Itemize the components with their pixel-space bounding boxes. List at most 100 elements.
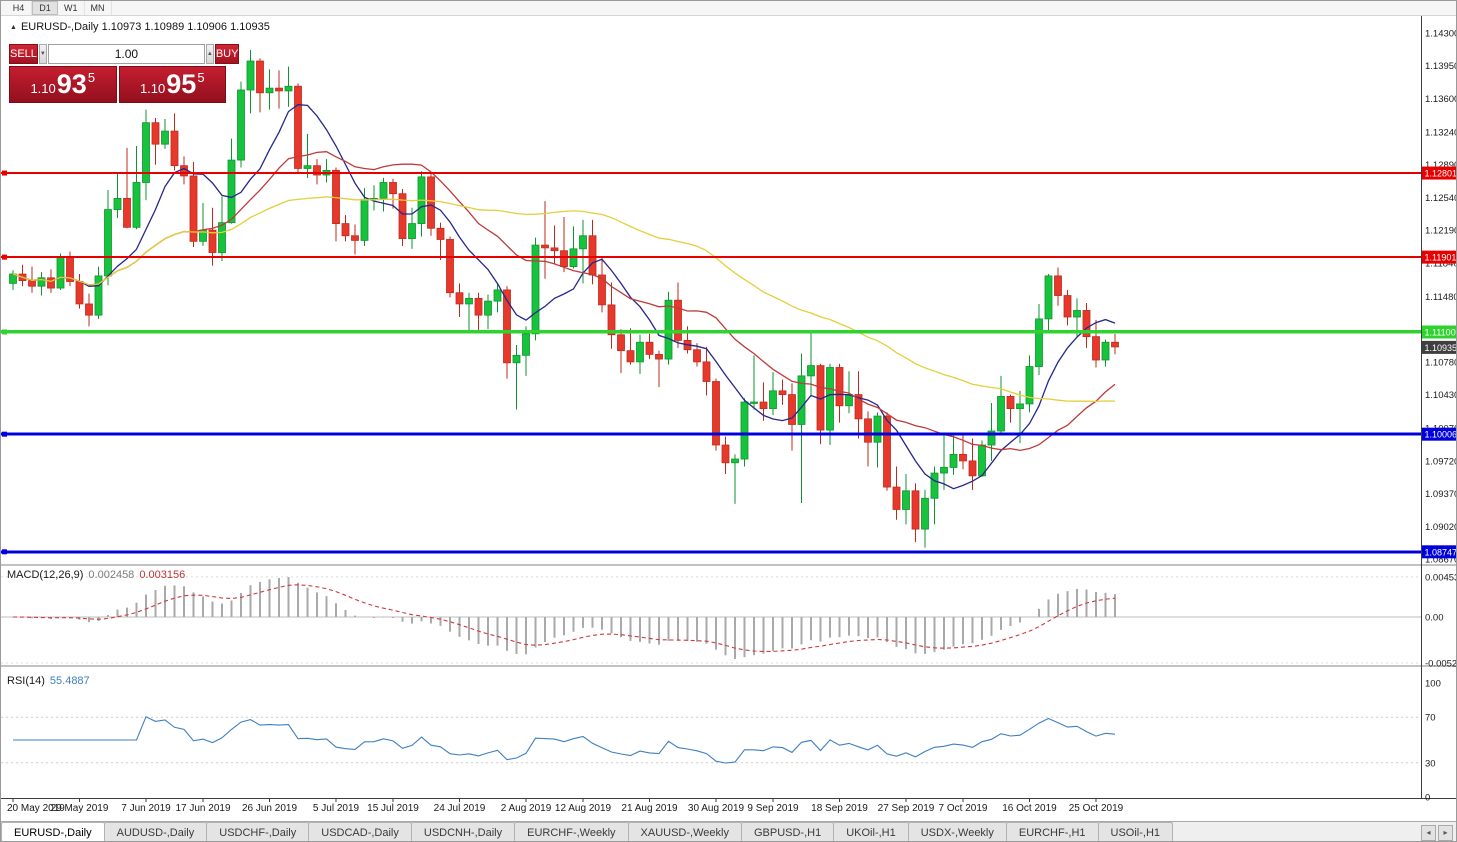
volume-decrease-button[interactable]: ▼ <box>38 44 47 64</box>
svg-text:7 Oct 2019: 7 Oct 2019 <box>939 803 988 814</box>
chart-tab-eurusd-daily[interactable]: EURUSD-,Daily <box>1 822 105 841</box>
chart-tab-usdchf-daily[interactable]: USDCHF-,Daily <box>206 822 310 841</box>
svg-text:16 Oct 2019: 16 Oct 2019 <box>1002 803 1057 814</box>
svg-text:18 Sep 2019: 18 Sep 2019 <box>811 803 868 814</box>
svg-text:29 May 2019: 29 May 2019 <box>51 803 109 814</box>
macd-pane: 0.00453 0.00 -0.00520 <box>1 572 1457 669</box>
svg-text:1.10935: 1.10935 <box>1425 343 1457 353</box>
buy-price-big: 95 <box>166 69 197 99</box>
svg-text:1.12890: 1.12890 <box>1425 160 1457 171</box>
chart-tab-usdcnh-daily[interactable]: USDCNH-,Daily <box>410 822 516 841</box>
horizontal-level-lines[interactable] <box>1 170 1421 555</box>
svg-text:1.12190: 1.12190 <box>1425 226 1457 237</box>
svg-text:1.13240: 1.13240 <box>1425 128 1457 139</box>
svg-text:26 Jun 2019: 26 Jun 2019 <box>242 803 297 814</box>
svg-text:12 Aug 2019: 12 Aug 2019 <box>555 803 612 814</box>
chart-title-text: EURUSD-,Daily 1.10973 1.10989 1.10906 1.… <box>20 21 270 33</box>
volume-increase-button[interactable]: ▲ <box>205 44 214 64</box>
trade-controls-row: SELL ▼ ▲ BUY <box>9 44 240 64</box>
sell-price-sup: 5 <box>87 70 96 85</box>
timeframe-button-d1[interactable]: D1 <box>32 1 58 15</box>
svg-text:1.10780: 1.10780 <box>1425 357 1457 368</box>
chart-tab-bar: EURUSD-,Daily AUDUSD-,Daily USDCHF-,Daily U… <box>1 821 1456 841</box>
svg-text:1.11901: 1.11901 <box>1425 253 1457 263</box>
svg-text:5 Jul 2019: 5 Jul 2019 <box>313 803 360 814</box>
svg-text:2 Aug 2019: 2 Aug 2019 <box>501 803 552 814</box>
tab-scroll-controls: ◂ ▸ <box>1421 822 1456 841</box>
rsi-pane: 100 70 30 0 <box>1 679 1441 804</box>
svg-text:1.11100: 1.11100 <box>1425 327 1456 337</box>
buy-button[interactable]: BUY <box>214 44 240 64</box>
svg-text:9 Sep 2019: 9 Sep 2019 <box>747 803 799 814</box>
buy-price-sup: 5 <box>197 70 205 85</box>
trade-price-row: 1.10 93 5 1.10 95 5 <box>9 66 226 103</box>
svg-text:1.14300: 1.14300 <box>1425 29 1457 40</box>
sell-price-prefix: 1.10 <box>30 81 56 96</box>
svg-text:27 Sep 2019: 27 Sep 2019 <box>878 803 935 814</box>
price-axis: 1.14300 1.13950 1.13600 1.13240 1.12890 1.125… <box>1422 29 1457 565</box>
svg-text:25 Oct 2019: 25 Oct 2019 <box>1069 803 1124 814</box>
chevron-up-icon: ▲ <box>206 51 213 57</box>
svg-text:15 Jul 2019: 15 Jul 2019 <box>367 803 419 814</box>
svg-text:1.12801: 1.12801 <box>1425 169 1457 179</box>
svg-text:17 Jun 2019: 17 Jun 2019 <box>175 803 230 814</box>
macd-indicator-label: MACD(12,26,9) 0.002458 0.003156 <box>7 569 185 581</box>
chart-tab-eurchf-h1[interactable]: EURCHF-,H1 <box>1005 822 1099 841</box>
macd-signal-value: 0.003156 <box>139 569 186 581</box>
macd-main-value: 0.002458 <box>88 569 135 581</box>
svg-text:1.10006: 1.10006 <box>1425 430 1457 440</box>
volume-input[interactable] <box>47 44 205 64</box>
sell-price-display[interactable]: 1.10 93 5 <box>9 66 117 103</box>
svg-text:1.08670: 1.08670 <box>1425 554 1457 565</box>
svg-text:1.13950: 1.13950 <box>1425 61 1457 72</box>
svg-text:1.09720: 1.09720 <box>1425 456 1457 467</box>
macd-title: MACD(12,26,9) <box>7 569 84 581</box>
chart-tab-xauusd-weekly[interactable]: XAUUSD-,Weekly <box>627 822 742 841</box>
rsi-title: RSI(14) <box>7 675 45 687</box>
sell-button[interactable]: SELL <box>9 44 38 64</box>
svg-text:1.10430: 1.10430 <box>1425 390 1457 401</box>
timeframe-button-w1[interactable]: W1 <box>58 1 85 15</box>
svg-text:21 Aug 2019: 21 Aug 2019 <box>621 803 678 814</box>
svg-text:20 May 2019: 20 May 2019 <box>7 803 65 814</box>
timeframe-button-h4[interactable]: H4 <box>6 1 32 15</box>
sell-price-big: 93 <box>56 69 87 99</box>
rsi-indicator-label: RSI(14) 55.4887 <box>7 675 90 687</box>
svg-text:24 Jul 2019: 24 Jul 2019 <box>434 803 486 814</box>
chart-tab-usdcad-daily[interactable]: USDCAD-,Daily <box>308 822 412 841</box>
svg-text:7 Jun 2019: 7 Jun 2019 <box>121 803 171 814</box>
timeframe-button-mn[interactable]: MN <box>85 1 112 15</box>
chart-tab-ukoil-h1[interactable]: UKOil-,H1 <box>833 822 909 841</box>
tab-scroll-left-icon[interactable]: ◂ <box>1421 824 1436 841</box>
svg-text:1.09370: 1.09370 <box>1425 489 1457 500</box>
timeframe-toolbar: H4 D1 W1 MN <box>1 1 1456 16</box>
svg-text:100: 100 <box>1425 679 1441 690</box>
svg-text:1.12540: 1.12540 <box>1425 193 1457 204</box>
svg-text:30 Aug 2019: 30 Aug 2019 <box>688 803 745 814</box>
svg-text:-0.00520: -0.00520 <box>1425 658 1457 669</box>
chart-tab-usoil-h1[interactable]: USOil-,H1 <box>1097 822 1174 841</box>
chart-marker-icon: ▲ <box>10 24 17 31</box>
svg-text:1.13600: 1.13600 <box>1425 94 1457 105</box>
svg-text:1.08747: 1.08747 <box>1425 547 1457 557</box>
svg-text:1.11480: 1.11480 <box>1425 292 1457 303</box>
candles <box>9 49 1119 548</box>
chart-tab-usdx-weekly[interactable]: USDX-,Weekly <box>907 822 1007 841</box>
chart-tab-gbpusd-h1[interactable]: GBPUSD-,H1 <box>740 822 835 841</box>
chart-tab-eurchf-weekly[interactable]: EURCHF-,Weekly <box>514 822 629 841</box>
buy-price-prefix: 1.10 <box>139 81 166 96</box>
chart-tab-audusd-daily[interactable]: AUDUSD-,Daily <box>103 822 208 841</box>
tab-scroll-right-icon[interactable]: ▸ <box>1438 824 1453 841</box>
svg-text:0: 0 <box>1425 793 1430 804</box>
svg-text:30: 30 <box>1425 758 1436 769</box>
svg-text:70: 70 <box>1425 713 1436 724</box>
svg-text:0.00: 0.00 <box>1425 613 1444 624</box>
chart-title: ▲ EURUSD-,Daily 1.10973 1.10989 1.10906 1… <box>10 21 270 33</box>
chevron-down-icon: ▼ <box>39 51 46 57</box>
svg-text:1.09020: 1.09020 <box>1425 522 1457 533</box>
buy-price-display[interactable]: 1.10 95 5 <box>118 66 226 103</box>
